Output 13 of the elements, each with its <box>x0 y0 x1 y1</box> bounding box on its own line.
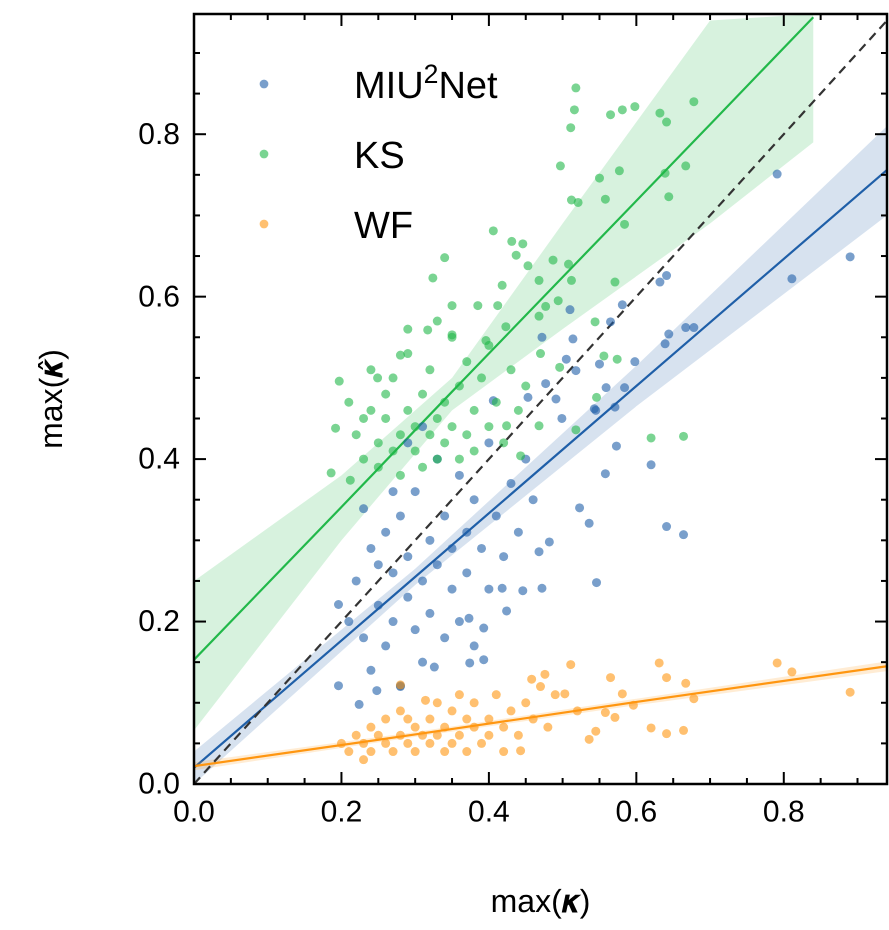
x-tick-label: 0.6 <box>615 795 658 828</box>
x-axis-title: max(𝜿) <box>490 883 590 919</box>
x-tick-label: 0.2 <box>320 795 362 828</box>
y-tick-label: 0.4 <box>138 442 180 476</box>
y-tick-label: 0.6 <box>138 280 180 314</box>
legend-label: MIU$^{2}$Net <box>354 59 498 107</box>
y-axis-title: max(𝜿̂) <box>33 349 69 449</box>
y-tick-label: 0.2 <box>138 605 180 638</box>
y-tick-label: 0.8 <box>138 118 180 151</box>
x-tick-label: 0.4 <box>468 795 510 828</box>
legend-label: WF <box>354 205 414 247</box>
x-tick-label: 0.8 <box>762 795 805 828</box>
legend-label: KS <box>354 135 405 177</box>
